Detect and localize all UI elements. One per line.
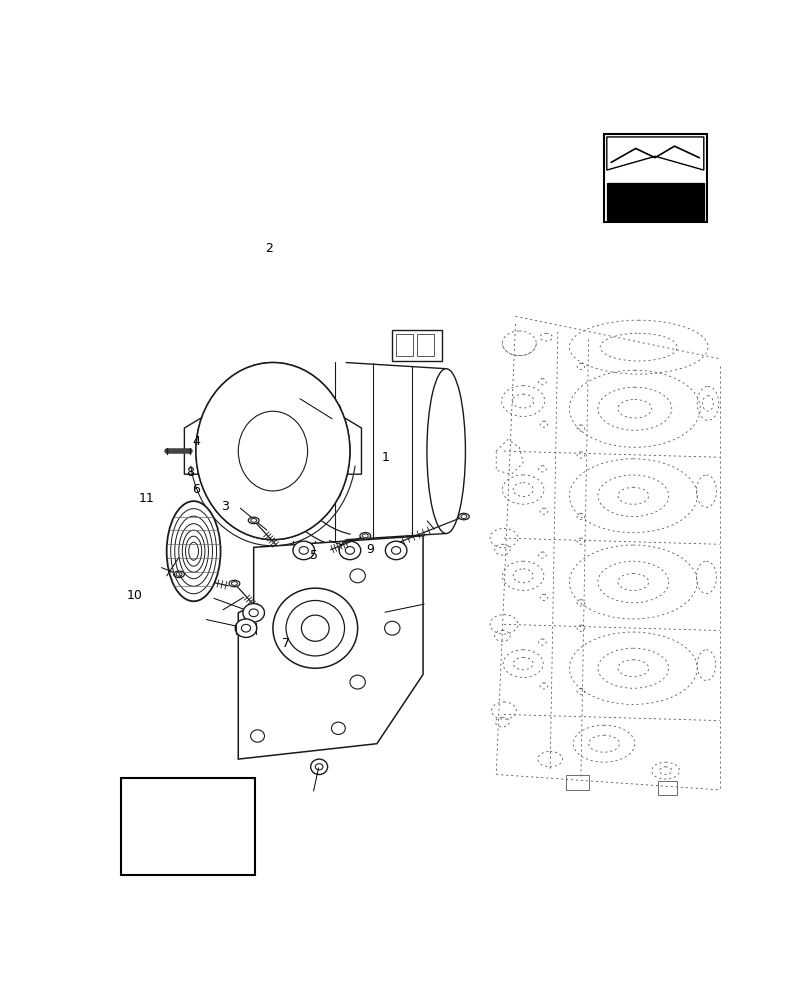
Text: 2: 2	[265, 242, 272, 255]
Text: 4: 4	[192, 435, 200, 448]
Polygon shape	[253, 545, 411, 748]
Ellipse shape	[195, 363, 350, 540]
Ellipse shape	[458, 513, 469, 520]
Ellipse shape	[242, 604, 264, 622]
Polygon shape	[184, 416, 361, 474]
Text: 6: 6	[192, 483, 200, 496]
Ellipse shape	[385, 541, 406, 560]
Text: 8: 8	[186, 466, 194, 479]
Ellipse shape	[311, 759, 327, 775]
Ellipse shape	[166, 501, 221, 601]
Text: 5: 5	[310, 549, 317, 562]
Bar	[392, 330, 442, 361]
Ellipse shape	[174, 571, 184, 578]
Text: 10: 10	[127, 589, 142, 602]
Bar	[657, 781, 676, 795]
Ellipse shape	[293, 541, 314, 560]
Bar	[396, 334, 413, 356]
Ellipse shape	[272, 588, 357, 668]
Text: 9: 9	[366, 543, 374, 556]
Polygon shape	[606, 137, 703, 170]
Ellipse shape	[248, 517, 259, 524]
Text: 11: 11	[139, 492, 155, 505]
Bar	[121, 778, 255, 875]
Text: 1: 1	[381, 451, 389, 464]
Bar	[606, 183, 703, 220]
Ellipse shape	[235, 619, 256, 637]
Ellipse shape	[427, 369, 465, 533]
Ellipse shape	[229, 580, 239, 587]
Polygon shape	[238, 536, 423, 759]
Text: 7: 7	[281, 637, 290, 650]
Ellipse shape	[339, 541, 360, 560]
Ellipse shape	[359, 533, 371, 539]
Bar	[603, 134, 706, 222]
Bar	[416, 334, 433, 356]
Text: 3: 3	[221, 500, 229, 513]
Bar	[564, 774, 588, 790]
